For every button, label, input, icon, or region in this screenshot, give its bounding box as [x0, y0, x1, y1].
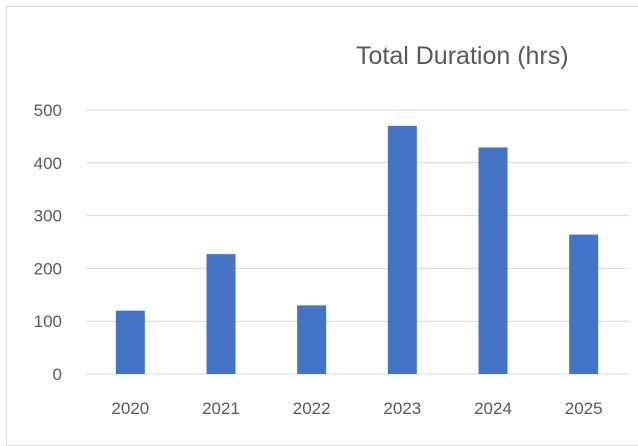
bar-2023: [387, 125, 417, 374]
x-tick-label: 2020: [111, 399, 149, 418]
y-tick-label: 400: [34, 154, 62, 173]
chart-title: Total Duration (hrs): [356, 42, 569, 70]
y-tick-label: 100: [34, 312, 62, 331]
x-tick-label: 2024: [474, 399, 512, 418]
x-tick-label: 2021: [202, 399, 240, 418]
gridlines: [86, 109, 630, 375]
bar-2020: [115, 310, 145, 374]
x-tick-label: 2023: [383, 399, 421, 418]
y-tick-label: 200: [34, 259, 62, 278]
y-tick-label: 300: [34, 207, 62, 226]
bars: [115, 125, 599, 374]
bar-2021: [206, 254, 236, 374]
y-axis-ticks: 0 100 200 300 400 500: [34, 101, 62, 384]
y-tick-label: 500: [34, 101, 62, 120]
bar-2025: [569, 234, 599, 374]
y-tick-label: 0: [53, 365, 62, 384]
x-axis-ticks: 2020 2021 2022 2023 2024 2025: [111, 399, 602, 418]
bar-2022: [297, 305, 327, 374]
x-tick-label: 2022: [293, 399, 331, 418]
x-tick-label: 2025: [565, 399, 603, 418]
bar-2024: [478, 147, 508, 374]
